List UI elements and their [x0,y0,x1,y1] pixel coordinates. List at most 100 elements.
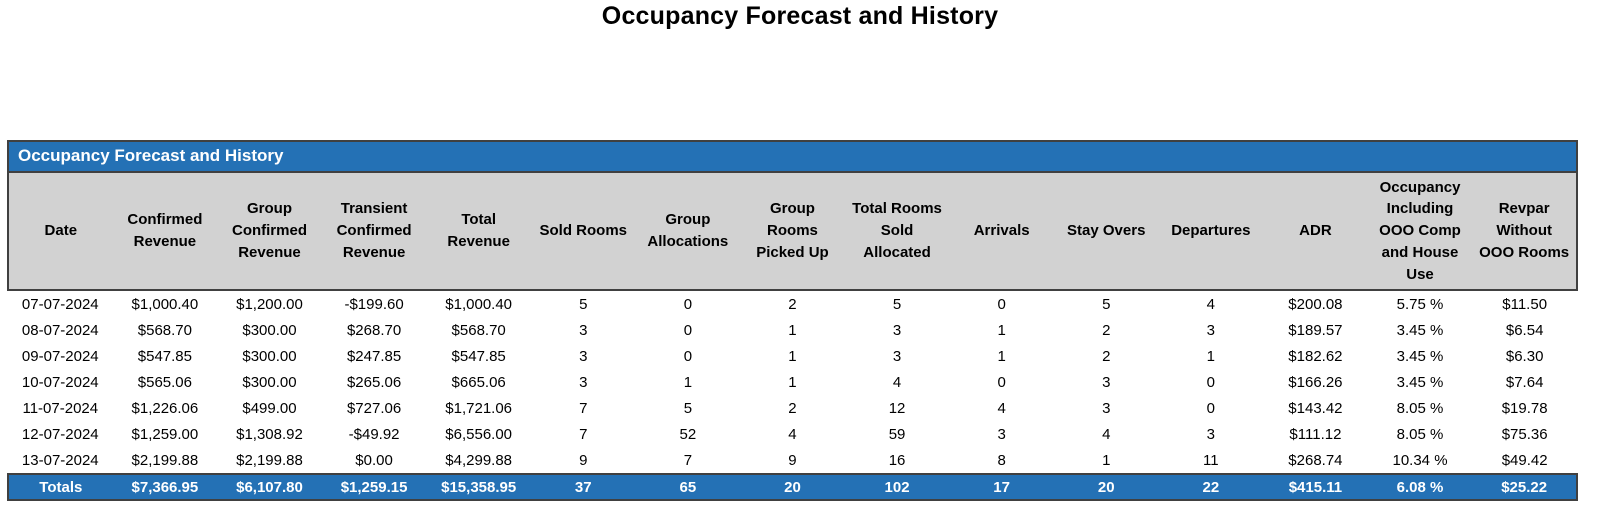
totals-value: $15,358.95 [426,473,531,501]
value-cell: 4 [844,369,950,395]
totals-value: 102 [844,473,950,501]
table-row: 12-07-2024 $1,259.00 $1,308.92 -$49.92 $6,55… [8,421,1577,447]
table-title-row: Occupancy Forecast and History [7,140,1578,173]
value-cell: $200.08 [1263,290,1368,317]
column-header: Stay Overs [1053,171,1159,291]
column-header: Total Rooms Sold Allocated [844,171,950,291]
column-header: Total Revenue [426,171,531,291]
value-cell: 3.45 % [1367,343,1473,369]
table-row: 08-07-2024 $568.70 $300.00 $268.70 $568.70 3 0… [8,317,1577,343]
totals-value: 22 [1158,473,1264,501]
value-cell: $300.00 [217,343,322,369]
value-cell: 9 [530,447,636,474]
totals-value: $415.11 [1263,473,1368,501]
value-cell: 8 [949,447,1054,474]
value-cell: $1,308.92 [217,421,322,447]
value-cell: 0 [635,343,741,369]
value-cell: 0 [1158,395,1264,421]
date-cell: 08-07-2024 [8,317,113,343]
value-cell: $111.12 [1263,421,1368,447]
value-cell: 3 [1158,421,1264,447]
totals-row: Totals $7,366.95 $6,107.80 $1,259.15 $15,358… [7,473,1578,501]
value-cell: 52 [635,421,741,447]
value-cell: 9 [740,447,845,474]
value-cell: $189.57 [1263,317,1368,343]
column-header: Group Allocations [635,171,741,291]
value-cell: $300.00 [217,369,322,395]
date-cell: 10-07-2024 [8,369,113,395]
value-cell: 3 [1053,395,1159,421]
value-cell: $265.06 [321,369,427,395]
value-cell: $182.62 [1263,343,1368,369]
value-cell: 1 [1053,447,1159,474]
value-cell: 1 [635,369,741,395]
value-cell: $49.42 [1472,447,1577,474]
totals-value: 6.08 % [1367,473,1473,501]
value-cell: 1 [740,369,845,395]
value-cell: $665.06 [426,369,531,395]
value-cell: 7 [530,421,636,447]
column-header: Group Confirmed Revenue [217,171,322,291]
value-cell: $6,556.00 [426,421,531,447]
value-cell: $1,226.06 [112,395,218,421]
value-cell: 3.45 % [1367,317,1473,343]
value-cell: $19.78 [1472,395,1577,421]
value-cell: 4 [1053,421,1159,447]
value-cell: 0 [635,317,741,343]
column-header: Transient Confirmed Revenue [321,171,427,291]
value-cell: $7.64 [1472,369,1577,395]
value-cell: 1 [949,343,1054,369]
value-cell: 4 [740,421,845,447]
column-header: Confirmed Revenue [112,171,218,291]
value-cell: $1,000.40 [112,290,218,317]
value-cell: 5 [844,290,950,317]
value-cell: $268.74 [1263,447,1368,474]
date-cell: 07-07-2024 [8,290,113,317]
value-cell: $268.70 [321,317,427,343]
value-cell: $4,299.88 [426,447,531,474]
value-cell: $568.70 [426,317,531,343]
column-header: Date [7,171,113,291]
value-cell: 3 [949,421,1054,447]
column-header-row: Date Confirmed Revenue Group Confirmed Rev… [7,171,1578,291]
date-cell: 13-07-2024 [8,447,113,474]
date-cell: 12-07-2024 [8,421,113,447]
value-cell: $547.85 [112,343,218,369]
column-header: Arrivals [949,171,1054,291]
value-cell: $1,000.40 [426,290,531,317]
value-cell: $143.42 [1263,395,1368,421]
totals-value: $7,366.95 [112,473,218,501]
value-cell: 7 [530,395,636,421]
totals-value: 20 [740,473,845,501]
value-cell: 5 [635,395,741,421]
value-cell: $1,721.06 [426,395,531,421]
value-cell: $565.06 [112,369,218,395]
value-cell: $2,199.88 [217,447,322,474]
totals-value: $1,259.15 [321,473,427,501]
value-cell: 12 [844,395,950,421]
value-cell: 0 [635,290,741,317]
page-title: Occupancy Forecast and History [601,2,999,30]
table-row: 13-07-2024 $2,199.88 $2,199.88 $0.00 $4,299.… [8,447,1577,474]
value-cell: $2,199.88 [112,447,218,474]
totals-value: 65 [635,473,741,501]
value-cell: 3 [844,343,950,369]
value-cell: 10.34 % [1367,447,1473,474]
value-cell: 3 [1158,317,1264,343]
value-cell: $75.36 [1472,421,1577,447]
value-cell: 3 [530,317,636,343]
value-cell: 4 [1158,290,1264,317]
value-cell: 0 [949,369,1054,395]
table-row: 11-07-2024 $1,226.06 $499.00 $727.06 $1,721.… [8,395,1577,421]
value-cell: 3.45 % [1367,369,1473,395]
value-cell: 1 [740,317,845,343]
table-body: 07-07-2024 $1,000.40 $1,200.00 -$199.60 $1,0… [8,290,1577,474]
value-cell: 59 [844,421,950,447]
value-cell: 0 [1158,369,1264,395]
value-cell: -$199.60 [321,290,427,317]
value-cell: $6.30 [1472,343,1577,369]
value-cell: -$49.92 [321,421,427,447]
value-cell: 7 [635,447,741,474]
value-cell: $568.70 [112,317,218,343]
value-cell: $547.85 [426,343,531,369]
